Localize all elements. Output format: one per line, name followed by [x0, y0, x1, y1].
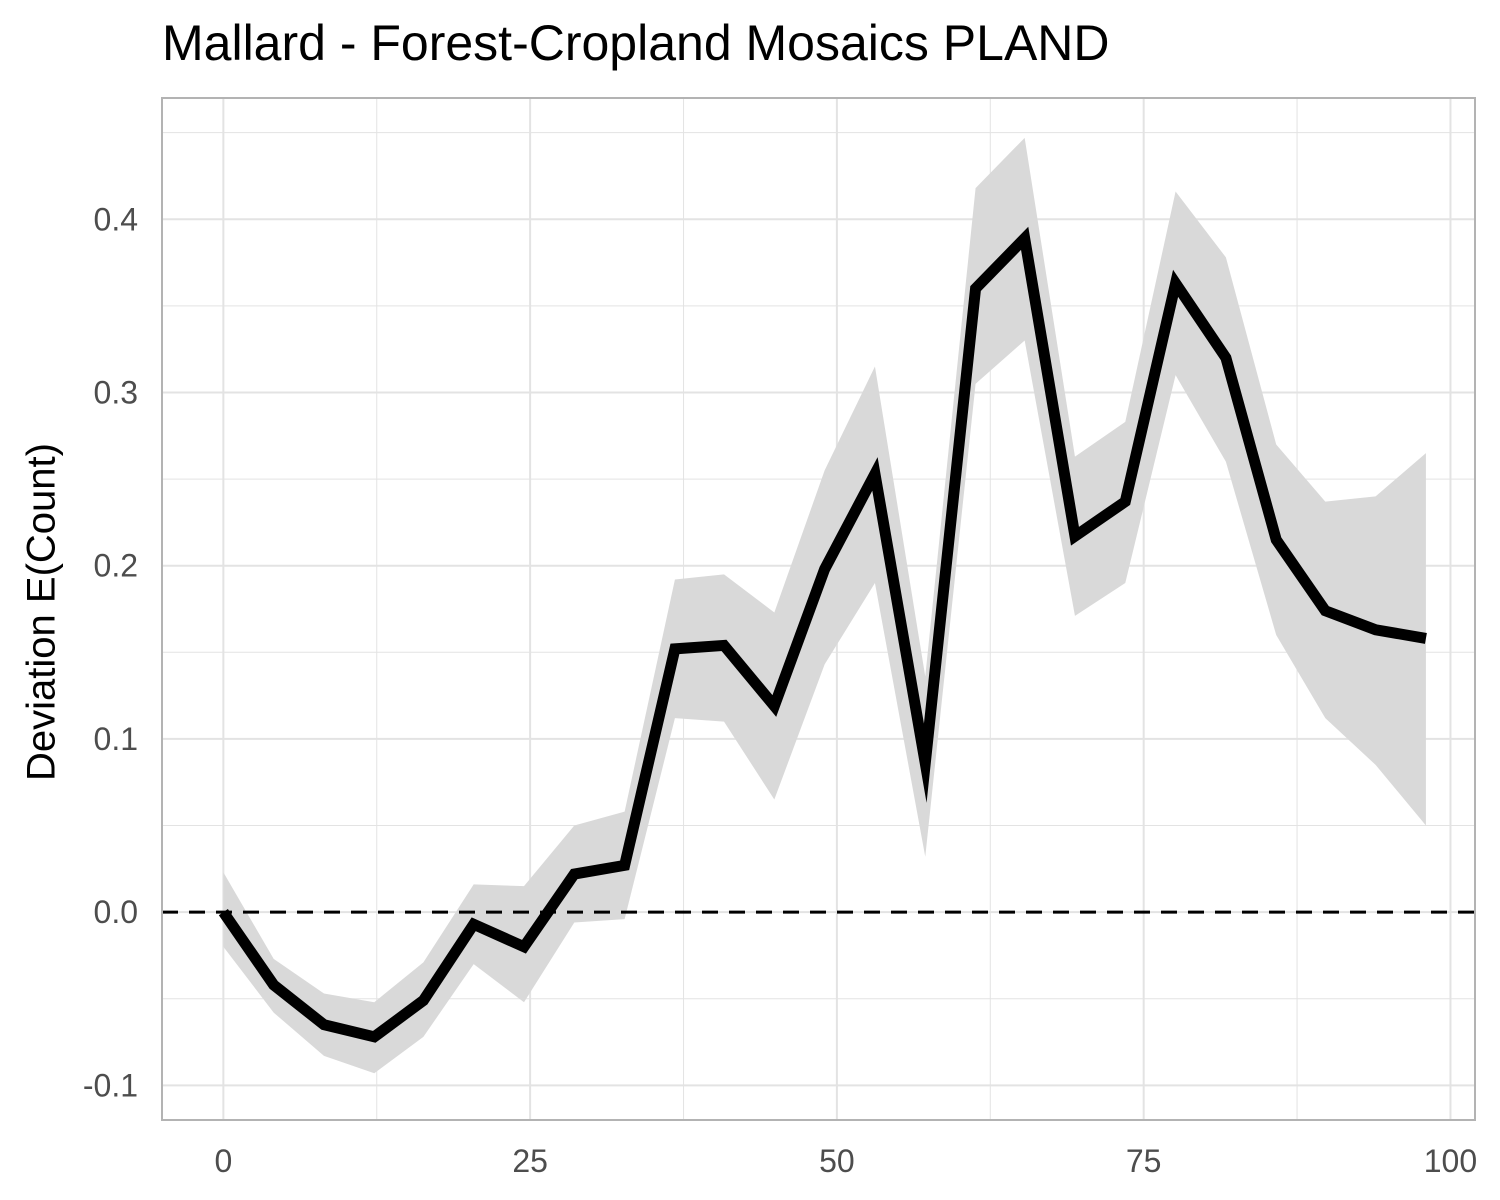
x-tick-labels: 0 25 50 75 100 [214, 1143, 1477, 1179]
y-tick-label: 0.1 [94, 721, 138, 757]
panel-border-layer [161, 97, 1476, 1121]
series-line [218, 226, 1427, 1043]
y-tick-label: 0.4 [94, 201, 138, 237]
y-tick-labels: -0.1 0.0 0.1 0.2 0.3 0.4 [83, 201, 138, 1103]
y-tick-label: 0.2 [94, 548, 138, 584]
x-tick-label: 50 [819, 1143, 855, 1179]
x-tick-label: 25 [512, 1143, 548, 1179]
x-tick-label: 100 [1424, 1143, 1477, 1179]
y-tick-label: -0.1 [83, 1067, 138, 1103]
x-tick-label: 0 [214, 1143, 232, 1179]
y-tick-label: 0.0 [94, 894, 138, 930]
chart-title: Mallard - Forest-Cropland Mosaics PLAND [162, 15, 1110, 71]
y-tick-label: 0.3 [94, 374, 138, 410]
x-tick-label: 75 [1126, 1143, 1162, 1179]
confidence-band [223, 137, 1426, 1074]
panel-border [161, 97, 1476, 1121]
series-line-layer [218, 226, 1427, 1043]
confidence-band-layer [223, 137, 1426, 1074]
